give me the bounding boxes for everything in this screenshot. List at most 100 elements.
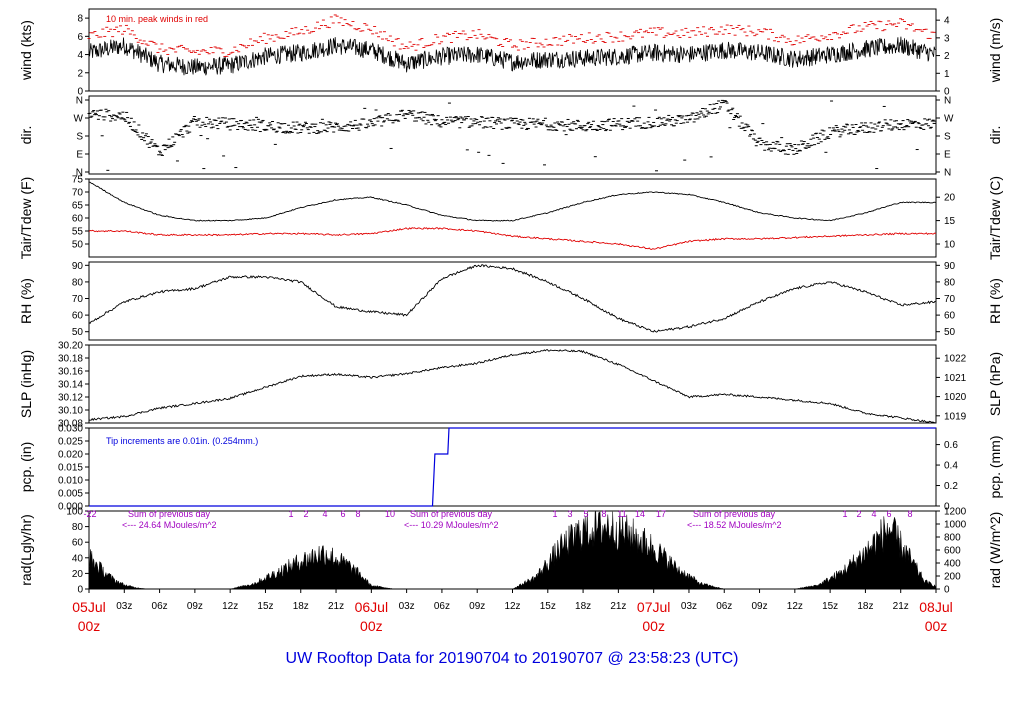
x-axis-date-label: 06Jul xyxy=(355,599,388,615)
dir-right-tick-label: N xyxy=(944,168,951,179)
rad-right-tick-label: 200 xyxy=(944,572,961,583)
slp-line xyxy=(88,349,936,424)
slp-left-tick-label: 30.14 xyxy=(58,380,83,391)
temp-left-axis-title: Tair/Tdew (F) xyxy=(18,177,34,259)
x-axis-date-label: 08Jul xyxy=(919,599,952,615)
rad-hour-marker: 17 xyxy=(656,509,666,519)
wind-right-tick-label: 1 xyxy=(944,69,950,80)
slp-left-tick-label: 30.18 xyxy=(58,354,83,365)
temp-left-tick-label: 75 xyxy=(72,175,84,186)
pcp-right-tick-label: 0.2 xyxy=(944,481,958,492)
x-axis-date-time-label: 00z xyxy=(925,618,948,634)
rh-left-tick-label: 90 xyxy=(72,261,84,272)
slp-panel-frame xyxy=(88,344,937,424)
x-axis-hour-label: 03z xyxy=(681,601,697,612)
x-axis-hour-label: 21z xyxy=(328,601,344,612)
rad-hour-marker: 1 xyxy=(552,509,557,519)
rh-right-tick-label: 80 xyxy=(944,277,956,288)
rad-hour-marker: 11 xyxy=(617,509,626,519)
rh-right-tick-label: 50 xyxy=(944,327,956,338)
x-axis-hour-label: 09z xyxy=(187,601,203,612)
pcp-right-tick-label: 0.4 xyxy=(944,461,958,472)
rad-right-tick-label: 400 xyxy=(944,559,961,570)
pcp-left-tick-label: 0.020 xyxy=(58,450,83,461)
x-axis-hour-label: 12z xyxy=(787,601,803,612)
slp-left-tick-label: 30.10 xyxy=(58,406,83,417)
rad-hour-marker: 14 xyxy=(635,509,645,519)
dir-left-tick-label: N xyxy=(76,168,83,179)
dir-right-tick-label: E xyxy=(944,150,951,161)
rad-left-tick-label: 60 xyxy=(72,538,84,549)
pcp-left-tick-label: 0.010 xyxy=(58,476,83,487)
wind-left-axis-title: wind (kts) xyxy=(18,20,34,81)
dir-left-tick-label: S xyxy=(76,132,83,143)
temp-right-tick-label: 20 xyxy=(944,193,956,204)
rad-hour-marker: 3 xyxy=(567,509,572,519)
rad-hour-marker: 8 xyxy=(601,509,606,519)
rad-daily-sum-value: <--- 10.29 MJoules/m^2 xyxy=(404,520,499,530)
rad-daily-sum-value: <--- 18.52 MJoules/m^2 xyxy=(687,520,782,530)
x-axis-hour-label: 03z xyxy=(116,601,132,612)
rad-hour-marker: 6 xyxy=(340,509,345,519)
rad-hour-marker: 8 xyxy=(355,509,360,519)
rad-daily-sum-title: Sum of previous day xyxy=(128,509,211,519)
rad-hour-marker: 4 xyxy=(871,509,876,519)
rh-left-axis-title: RH (%) xyxy=(18,278,34,324)
temp-right-axis-title: Tair/Tdew (C) xyxy=(987,176,1003,260)
pcp-left-tick-label: 0.000 xyxy=(58,502,83,513)
x-axis-date-time-label: 00z xyxy=(78,618,101,634)
rad-hour-marker: 8 xyxy=(907,509,912,519)
temp-right-tick-label: 15 xyxy=(944,216,956,227)
wind-annotation: 10 min. peak winds in red xyxy=(106,14,208,24)
rh-left-tick-label: 70 xyxy=(72,294,84,305)
rh-left-tick-label: 50 xyxy=(72,327,84,338)
dew-point-line xyxy=(88,227,937,250)
x-axis-hour-label: 03z xyxy=(399,601,415,612)
dir-right-tick-label: W xyxy=(944,114,954,125)
pcp-line xyxy=(89,427,936,507)
slp-right-tick-label: 1022 xyxy=(944,354,967,365)
rad-right-tick-label: 600 xyxy=(944,546,961,557)
wind-left-tick-label: 0 xyxy=(77,87,83,98)
rh-left-tick-label: 60 xyxy=(72,311,84,322)
wind-left-tick-label: 8 xyxy=(77,14,83,25)
temp-left-tick-label: 50 xyxy=(72,240,84,251)
rh-panel-frame xyxy=(88,261,937,341)
temp-left-tick-label: 55 xyxy=(72,227,84,238)
x-axis-hour-label: 21z xyxy=(893,601,909,612)
rad-hour-marker: 2 xyxy=(856,509,861,519)
rad-hour-marker: 5 xyxy=(583,509,588,519)
rad-hour-marker: 4 xyxy=(322,509,327,519)
x-axis-hour-label: 15z xyxy=(822,601,838,612)
wind-left-tick-label: 4 xyxy=(77,50,83,61)
rad-left-tick-label: 20 xyxy=(72,569,84,580)
rh-right-tick-label: 60 xyxy=(944,311,956,322)
wind-speed-line xyxy=(88,36,936,76)
slp-right-tick-label: 1020 xyxy=(944,392,967,403)
rad-hour-marker: -22 xyxy=(83,509,96,519)
rh-right-tick-label: 70 xyxy=(944,294,956,305)
rh-right-tick-label: 90 xyxy=(944,261,956,272)
dir-left-axis-title: dir. xyxy=(18,126,34,145)
x-axis-hour-label: 12z xyxy=(504,601,520,612)
pcp-annotation: Tip increments are 0.01in. (0.254mm.) xyxy=(106,436,258,446)
x-axis-hour-label: 06z xyxy=(434,601,450,612)
x-axis-hour-label: 09z xyxy=(469,601,485,612)
rad-right-tick-label: 800 xyxy=(944,533,961,544)
pcp-right-tick-label: 0 xyxy=(944,502,950,513)
x-axis-hour-label: 18z xyxy=(857,601,873,612)
slp-left-axis-title: SLP (inHg) xyxy=(18,350,34,418)
dir-left-tick-label: N xyxy=(76,96,83,107)
pcp-left-axis-title: pcp. (in) xyxy=(18,442,34,493)
slp-right-tick-label: 1021 xyxy=(944,373,967,384)
pcp-left-tick-label: 0.015 xyxy=(58,463,83,474)
x-axis-hour-label: 09z xyxy=(751,601,767,612)
slp-right-tick-label: 1019 xyxy=(944,411,967,422)
air-temp-line xyxy=(88,181,937,222)
dir-right-tick-label: N xyxy=(944,96,951,107)
slp-left-tick-label: 30.12 xyxy=(58,393,83,404)
pcp-right-tick-label: 0.6 xyxy=(944,440,958,451)
temp-left-tick-label: 65 xyxy=(72,201,84,212)
rh-line xyxy=(88,264,937,333)
